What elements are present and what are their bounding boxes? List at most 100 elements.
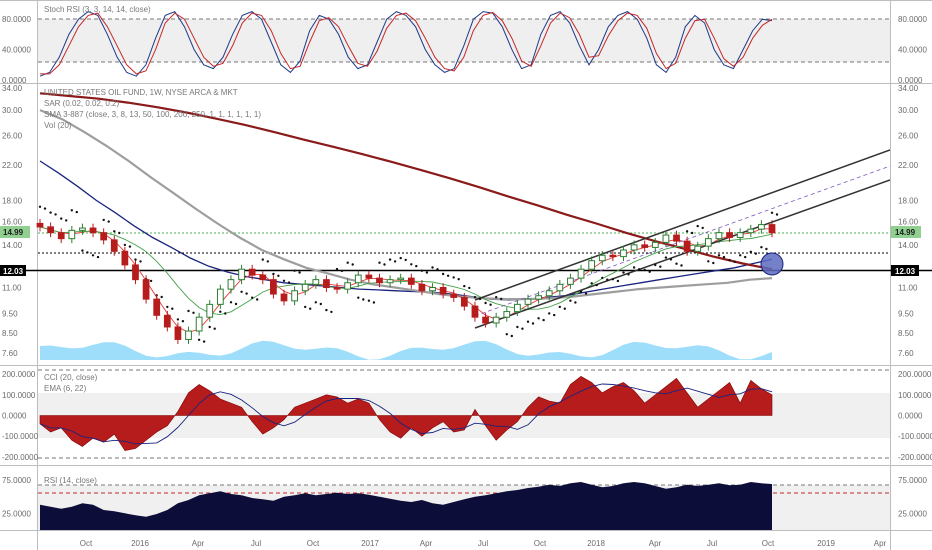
sar-dot bbox=[81, 249, 84, 252]
rsi-tick-left: 25.0000 bbox=[2, 509, 31, 518]
cci-fill bbox=[39, 375, 773, 451]
sar-dot bbox=[717, 254, 721, 257]
candle bbox=[216, 284, 224, 309]
rsi-legend: RSI (14, close) bbox=[44, 476, 97, 485]
line-tag-left-text: 12.03 bbox=[3, 267, 24, 276]
sar-dot bbox=[388, 258, 392, 261]
price-tag-left[interactable]: 14.99 bbox=[0, 226, 30, 238]
sar-dot bbox=[261, 258, 264, 261]
candle bbox=[747, 224, 755, 238]
price-tick-right: 11.00 bbox=[898, 284, 918, 293]
sar-dot bbox=[770, 211, 774, 214]
sar-dot bbox=[675, 262, 678, 265]
sar-dot bbox=[606, 278, 609, 281]
candle bbox=[36, 219, 44, 232]
sar-dot bbox=[473, 296, 477, 299]
rsi-fill bbox=[40, 482, 772, 530]
sar-dot bbox=[171, 307, 174, 310]
sar-dot bbox=[425, 271, 429, 274]
sar-dot bbox=[176, 318, 180, 321]
candle bbox=[492, 312, 500, 328]
candle bbox=[662, 230, 670, 247]
sar-dot bbox=[234, 302, 238, 306]
candle bbox=[683, 236, 691, 256]
sar-dot bbox=[160, 295, 163, 299]
sar-dot bbox=[590, 282, 593, 285]
stoch-tick-left: 80.0000 bbox=[2, 15, 31, 24]
price-tick-right: 34.00 bbox=[898, 84, 919, 93]
sar-dot bbox=[102, 218, 105, 222]
time-tick: Oct bbox=[80, 539, 93, 548]
sar-dot bbox=[632, 266, 636, 269]
sar-dot bbox=[330, 310, 333, 314]
sar-dot bbox=[309, 307, 312, 310]
sar-dot bbox=[357, 296, 360, 299]
price-tick-left: 34.00 bbox=[2, 84, 23, 93]
volume-bars bbox=[40, 340, 772, 360]
time-tick: Oct bbox=[762, 539, 775, 548]
candle bbox=[556, 279, 564, 296]
sar-dot bbox=[134, 258, 137, 261]
sar-dot bbox=[224, 312, 227, 315]
stoch-tick-left: 40.0000 bbox=[2, 46, 31, 55]
time-tick: 2017 bbox=[361, 539, 379, 548]
sar-dot bbox=[664, 256, 668, 259]
sar-dot bbox=[113, 230, 116, 233]
sar-dot bbox=[181, 320, 185, 323]
sar-dot bbox=[431, 266, 434, 269]
sar-dot bbox=[123, 243, 127, 247]
candle bbox=[57, 228, 65, 244]
sar-dot bbox=[298, 271, 301, 274]
stoch-k-line bbox=[39, 10, 773, 77]
sar-dot bbox=[733, 260, 736, 263]
candle bbox=[418, 279, 426, 296]
price-tick-left: 18.00 bbox=[2, 196, 23, 205]
highlight-circle[interactable] bbox=[760, 252, 784, 276]
line-tag-right[interactable]: 12.03 bbox=[891, 265, 919, 276]
candle bbox=[238, 264, 245, 285]
candle bbox=[100, 228, 108, 245]
sar-dot bbox=[744, 255, 747, 259]
price-tick-right: 26.00 bbox=[898, 131, 919, 140]
sar-dot bbox=[197, 338, 201, 341]
price-tick-right: 14.00 bbox=[898, 241, 919, 250]
rsi-tick-right: 25.0000 bbox=[898, 509, 927, 518]
candle bbox=[641, 240, 649, 252]
sar-dot bbox=[393, 260, 397, 263]
stoch-tick-right: 40.0000 bbox=[898, 46, 927, 55]
candle bbox=[301, 279, 309, 296]
price-tag-right-text: 14.99 bbox=[895, 228, 916, 237]
sar-dot bbox=[616, 279, 620, 283]
line-tag-left[interactable]: 12.03 bbox=[0, 265, 26, 276]
price-tag-right[interactable]: 14.99 bbox=[891, 226, 921, 238]
sar-dot bbox=[213, 327, 216, 330]
sar-dot bbox=[139, 260, 142, 263]
candle bbox=[524, 294, 532, 309]
candle bbox=[726, 228, 733, 242]
sar-dot bbox=[627, 273, 630, 276]
sar-dot bbox=[654, 263, 657, 267]
candle bbox=[450, 289, 458, 302]
sar-dot bbox=[96, 255, 100, 259]
sar-dot bbox=[65, 219, 68, 222]
sar-dot bbox=[54, 213, 57, 216]
sar-dot bbox=[340, 269, 344, 273]
sar-dot bbox=[38, 205, 42, 208]
sar-dot bbox=[531, 322, 535, 325]
candle bbox=[439, 283, 447, 299]
sar-dot bbox=[70, 209, 74, 212]
sar-dot bbox=[622, 271, 625, 274]
sar-dot bbox=[304, 305, 307, 309]
channel-upper-line bbox=[474, 149, 891, 301]
candle bbox=[567, 273, 574, 289]
candle bbox=[503, 307, 511, 322]
candle bbox=[758, 220, 765, 234]
cci-tick-left: 200.0000 bbox=[2, 370, 36, 379]
axis-ticks: 34.00 34.00 30.00 30.00 26.00 26.00 22.00 22.00… bbox=[2, 15, 932, 548]
sar-dot bbox=[516, 325, 519, 329]
candle bbox=[323, 275, 330, 292]
sar-dot bbox=[611, 278, 615, 281]
sar-dot bbox=[420, 269, 424, 272]
sar-dot bbox=[251, 296, 254, 299]
sar-dot bbox=[696, 224, 699, 228]
